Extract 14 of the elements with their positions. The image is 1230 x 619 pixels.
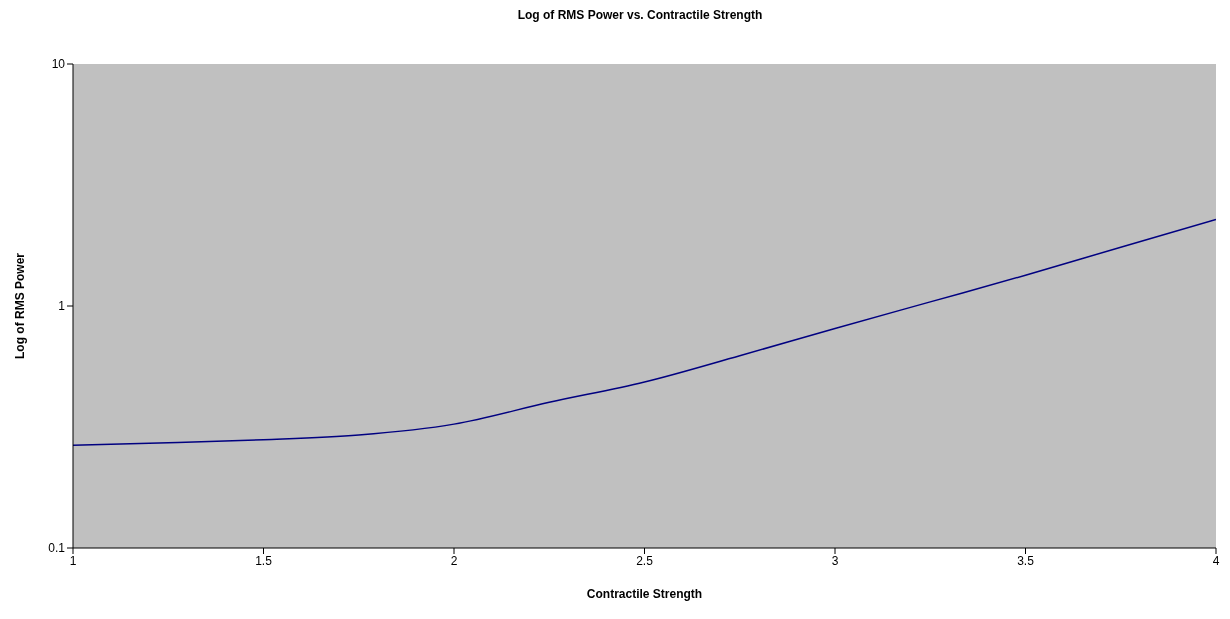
x-tick-label: 1	[69, 553, 77, 568]
y-tick-label: 0.1	[48, 541, 66, 556]
chart-title: Log of RMS Power vs. Contractile Strength	[516, 8, 764, 24]
x-tick-label: 2.5	[636, 553, 654, 568]
x-tick-label: 3.5	[1017, 553, 1035, 568]
line-series	[73, 218, 1216, 446]
x-tick-label: 4	[1212, 553, 1220, 568]
x-tick-label: 2	[450, 553, 458, 568]
x-tick-label: 1.5	[255, 553, 273, 568]
y-tick-label: 1	[58, 299, 66, 314]
y-tick-label: 10	[51, 57, 66, 72]
x-tick-label: 3	[831, 553, 839, 568]
x-axis-title: Contractile Strength	[586, 587, 703, 601]
y-axis-title: Log of RMS Power	[13, 252, 28, 359]
